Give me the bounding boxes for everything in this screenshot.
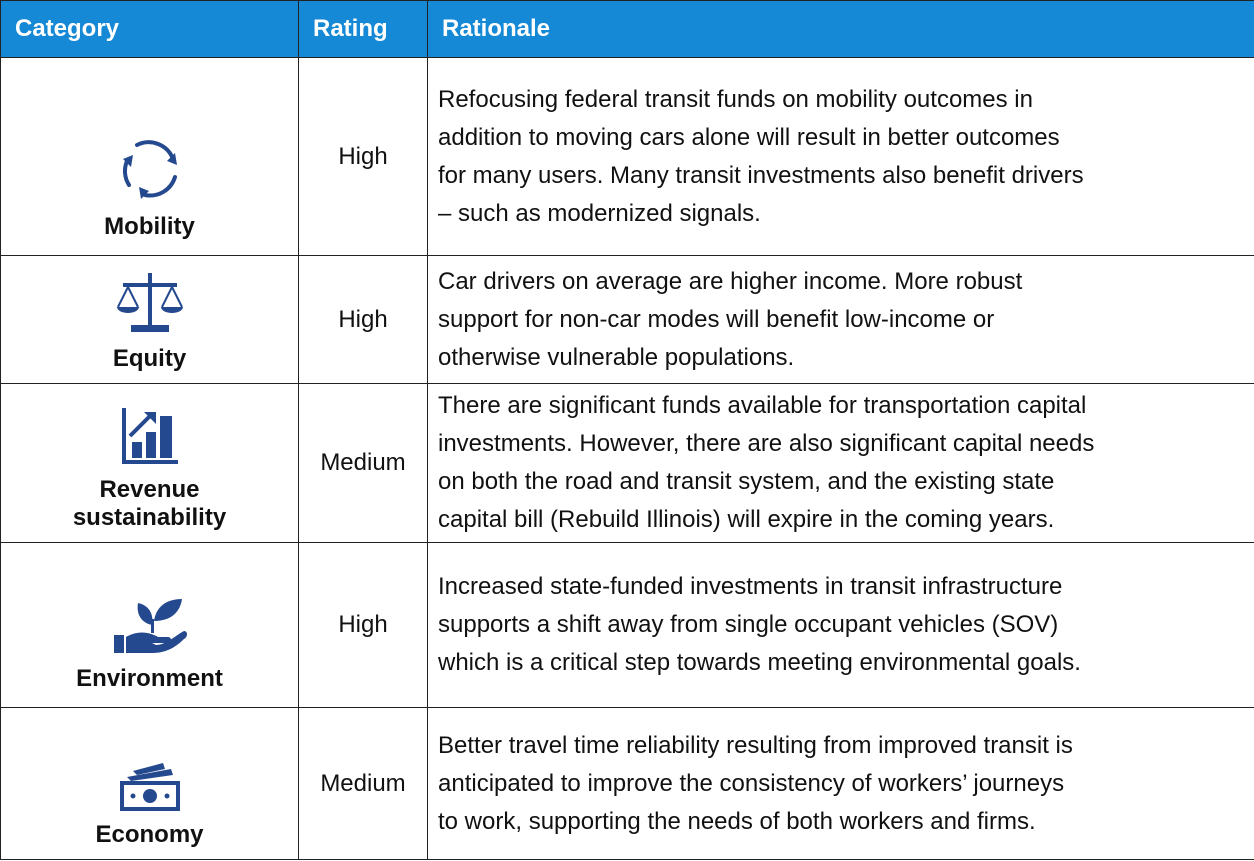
row: Economy Medium Better travel time reliab… <box>0 707 1254 860</box>
rationale-line: investments. However, there are also sig… <box>438 430 1095 457</box>
rationale-line: otherwise vulnerable populations. <box>438 343 795 371</box>
rationale-line: Increased state-funded investments in tr… <box>438 573 1063 600</box>
rating-cell: Medium <box>298 707 428 860</box>
rationale-line: Car drivers on average are higher income… <box>438 267 1023 295</box>
category-label: Equity <box>112 345 187 372</box>
rationale-cell: Increased state-funded investments in tr… <box>427 542 1254 708</box>
rationale-line: supports a shift away from single occupa… <box>438 611 1059 638</box>
rating-cell: High <box>298 255 428 384</box>
row: Revenue sustainability Medium There are s… <box>0 383 1254 543</box>
rationale-line: anticipated to improve the consistency o… <box>438 769 1065 797</box>
category-label: Environment <box>76 665 223 692</box>
header-cell: Category <box>0 0 299 58</box>
rationale-line: to work, supporting the needs of both wo… <box>438 807 1036 835</box>
rating-cell: High <box>298 57 428 256</box>
economy-icon <box>119 763 180 811</box>
rating-cell: Medium <box>298 383 428 543</box>
equity-icon <box>116 273 183 332</box>
rationale-cell: Better travel time reliability resulting… <box>427 707 1254 860</box>
row: Equity High Car drivers on average are h… <box>0 255 1254 384</box>
row: Environment High Increased state-funded … <box>0 542 1254 708</box>
header-cell: Rating <box>298 0 428 58</box>
rationale-cell: There are significant funds available fo… <box>427 383 1254 543</box>
category-label: Mobility <box>104 213 195 240</box>
header-row: Category Rating Rationale <box>0 0 1254 58</box>
category-cell: Mobility <box>0 57 299 256</box>
category-label: Economy <box>95 821 204 848</box>
rationale-line: support for non-car modes will benefit l… <box>438 305 995 333</box>
rationale-line: There are significant funds available fo… <box>438 392 1087 419</box>
category-cell: Economy <box>0 707 299 860</box>
category-cell: Equity <box>0 255 299 384</box>
rationale-line: on both the road and transit system, and… <box>438 468 1055 495</box>
category-cell: Environment <box>0 542 299 708</box>
rationale-line: for many users. Many transit investments… <box>438 161 1084 189</box>
rationale-cell: Refocusing federal transit funds on mobi… <box>427 57 1254 256</box>
rationale-line: Better travel time reliability resulting… <box>438 731 1073 759</box>
category-label: sustainability <box>72 504 227 531</box>
rationale-line: which is a critical step towards meeting… <box>438 649 1081 676</box>
mobility-icon <box>122 140 177 199</box>
header-cell: Rationale <box>427 0 1254 58</box>
revenue-icon <box>121 408 178 464</box>
rationale-line: addition to moving cars alone will resul… <box>438 123 1060 151</box>
row: Mobility High Refocusing federal transit… <box>0 57 1254 256</box>
category-cell: Revenue sustainability <box>0 383 299 543</box>
rationale-line: Refocusing federal transit funds on mobi… <box>438 85 1033 113</box>
rationale-line: – such as modernized signals. <box>438 199 761 227</box>
environment-icon <box>113 599 187 653</box>
rationale-cell: Car drivers on average are higher income… <box>427 255 1254 384</box>
rationale-line: capital bill (Rebuild Illinois) will exp… <box>438 506 1055 533</box>
rating-cell: High <box>298 542 428 708</box>
category-label: Revenue <box>99 476 200 503</box>
